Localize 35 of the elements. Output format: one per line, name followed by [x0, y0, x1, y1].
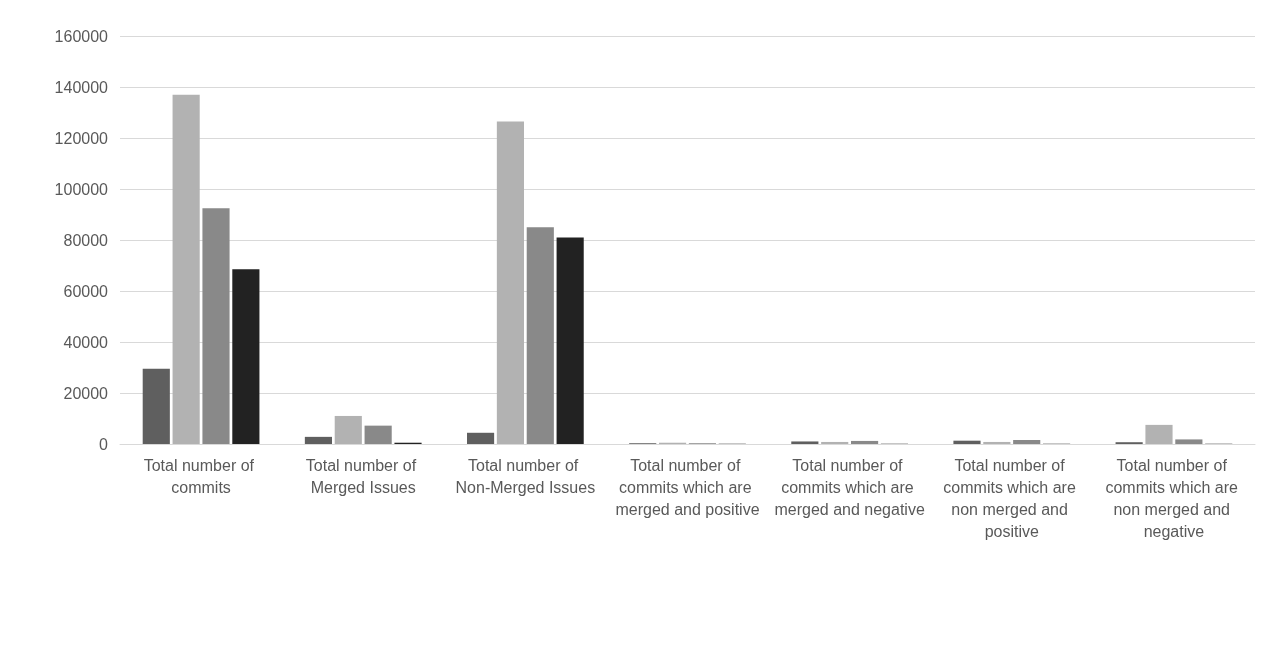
x-tick-label: Total number of commits which are non merged and positive [943, 456, 1081, 540]
y-tick-label: 140000 [54, 78, 109, 96]
bar [791, 441, 819, 444]
y-tick-label: 60000 [63, 282, 109, 300]
bar [172, 94, 200, 444]
bar [1145, 424, 1173, 444]
y-tick-label: 40000 [63, 333, 109, 351]
x-tick-label: Total number of commits which are merged and positive [615, 456, 760, 518]
bar [821, 441, 849, 444]
y-tick-label: 0 [99, 435, 109, 453]
x-tick-label: Total number of commits [143, 456, 259, 496]
bar [496, 121, 524, 444]
x-tick-label: Total number of commits which are non merged and negative [1105, 456, 1243, 540]
x-tick-label: Total number of commits which are merged and negative [774, 456, 925, 518]
y-tick-label: 20000 [63, 384, 109, 402]
bar [1013, 439, 1041, 444]
y-tick-label: 120000 [54, 129, 109, 147]
bar [142, 368, 170, 444]
bar [364, 425, 392, 444]
bar [526, 227, 554, 444]
bar [1175, 439, 1203, 444]
bar [953, 440, 981, 444]
x-tick-label: Total number of Merged Issues [305, 456, 421, 496]
y-tick-label: 100000 [54, 180, 109, 198]
bar [202, 208, 230, 444]
y-tick-label: 80000 [63, 231, 109, 249]
bar [983, 441, 1011, 444]
x-tick-label: Total number of Non-Merged Issues [455, 456, 596, 496]
bar [334, 415, 362, 444]
bar [851, 440, 879, 444]
bar [232, 269, 260, 444]
bar [304, 436, 332, 444]
bar [556, 237, 584, 444]
y-tick-label: 160000 [54, 27, 109, 45]
bar [466, 432, 495, 444]
